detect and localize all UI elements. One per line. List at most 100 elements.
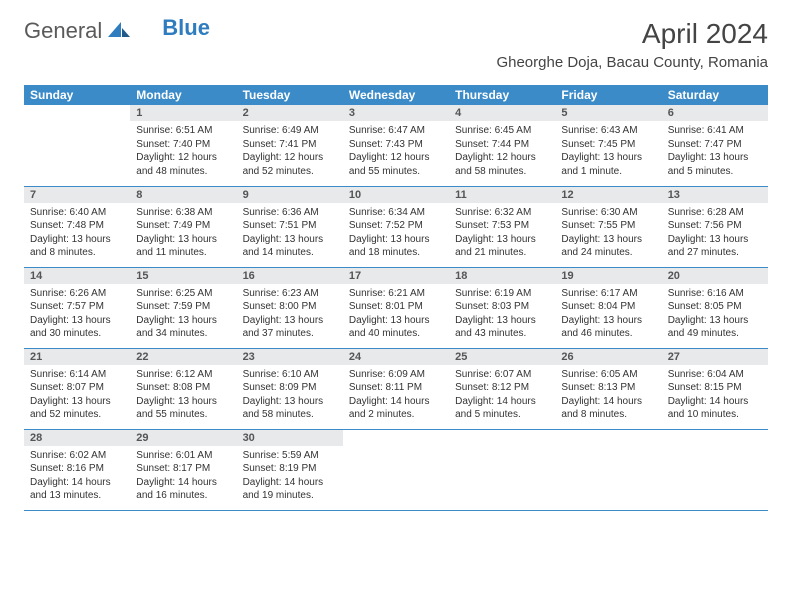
day-number: 8 <box>130 187 236 203</box>
calendar-cell: 10Sunrise: 6:34 AMSunset: 7:52 PMDayligh… <box>343 186 449 267</box>
sunrise-text: Sunrise: 6:32 AM <box>455 206 549 220</box>
calendar-cell: 5Sunrise: 6:43 AMSunset: 7:45 PMDaylight… <box>555 105 661 186</box>
calendar-cell: 20Sunrise: 6:16 AMSunset: 8:05 PMDayligh… <box>662 267 768 348</box>
sunset-text: Sunset: 8:16 PM <box>30 462 124 476</box>
calendar-cell: 22Sunrise: 6:12 AMSunset: 8:08 PMDayligh… <box>130 348 236 429</box>
sunset-text: Sunset: 7:57 PM <box>30 300 124 314</box>
day-header: Friday <box>555 85 661 105</box>
day-number: 1 <box>130 105 236 121</box>
day-number: 23 <box>237 349 343 365</box>
sunrise-text: Sunrise: 6:49 AM <box>243 124 337 138</box>
day-number: 18 <box>449 268 555 284</box>
sunrise-text: Sunrise: 6:23 AM <box>243 287 337 301</box>
day-number: 15 <box>130 268 236 284</box>
sunrise-text: Sunrise: 6:01 AM <box>136 449 230 463</box>
sunset-text: Sunset: 7:48 PM <box>30 219 124 233</box>
sunrise-text: Sunrise: 6:17 AM <box>561 287 655 301</box>
daylight-text: Daylight: 13 hours and 11 minutes. <box>136 233 230 260</box>
day-number: 29 <box>130 430 236 446</box>
calendar-row: 21Sunrise: 6:14 AMSunset: 8:07 PMDayligh… <box>24 348 768 429</box>
day-details: Sunrise: 6:17 AMSunset: 8:04 PMDaylight:… <box>555 284 661 345</box>
calendar-table: Sunday Monday Tuesday Wednesday Thursday… <box>24 85 768 511</box>
sunrise-text: Sunrise: 6:26 AM <box>30 287 124 301</box>
calendar-cell: 24Sunrise: 6:09 AMSunset: 8:11 PMDayligh… <box>343 348 449 429</box>
calendar-cell: 7Sunrise: 6:40 AMSunset: 7:48 PMDaylight… <box>24 186 130 267</box>
calendar-cell: 12Sunrise: 6:30 AMSunset: 7:55 PMDayligh… <box>555 186 661 267</box>
day-details: Sunrise: 6:38 AMSunset: 7:49 PMDaylight:… <box>130 203 236 264</box>
day-number: 5 <box>555 105 661 121</box>
sunset-text: Sunset: 8:03 PM <box>455 300 549 314</box>
sunrise-text: Sunrise: 6:12 AM <box>136 368 230 382</box>
sunset-text: Sunset: 8:07 PM <box>30 381 124 395</box>
sunrise-text: Sunrise: 6:38 AM <box>136 206 230 220</box>
day-number: 30 <box>237 430 343 446</box>
page-subtitle: Gheorghe Doja, Bacau County, Romania <box>496 54 768 71</box>
daylight-text: Daylight: 13 hours and 1 minute. <box>561 151 655 178</box>
day-details: Sunrise: 6:05 AMSunset: 8:13 PMDaylight:… <box>555 365 661 426</box>
day-header-row: Sunday Monday Tuesday Wednesday Thursday… <box>24 85 768 105</box>
daylight-text: Daylight: 14 hours and 16 minutes. <box>136 476 230 503</box>
day-details: Sunrise: 6:16 AMSunset: 8:05 PMDaylight:… <box>662 284 768 345</box>
calendar-cell: 6Sunrise: 6:41 AMSunset: 7:47 PMDaylight… <box>662 105 768 186</box>
daylight-text: Daylight: 12 hours and 55 minutes. <box>349 151 443 178</box>
sunset-text: Sunset: 8:15 PM <box>668 381 762 395</box>
day-details: Sunrise: 6:07 AMSunset: 8:12 PMDaylight:… <box>449 365 555 426</box>
calendar-cell <box>24 105 130 186</box>
sunrise-text: Sunrise: 6:10 AM <box>243 368 337 382</box>
day-details: Sunrise: 6:32 AMSunset: 7:53 PMDaylight:… <box>449 203 555 264</box>
daylight-text: Daylight: 13 hours and 46 minutes. <box>561 314 655 341</box>
brand-part2: Blue <box>162 15 210 41</box>
day-number: 28 <box>24 430 130 446</box>
calendar-cell: 28Sunrise: 6:02 AMSunset: 8:16 PMDayligh… <box>24 429 130 510</box>
calendar-cell: 2Sunrise: 6:49 AMSunset: 7:41 PMDaylight… <box>237 105 343 186</box>
day-details: Sunrise: 6:02 AMSunset: 8:16 PMDaylight:… <box>24 446 130 507</box>
daylight-text: Daylight: 13 hours and 58 minutes. <box>243 395 337 422</box>
day-details: Sunrise: 6:04 AMSunset: 8:15 PMDaylight:… <box>662 365 768 426</box>
sunset-text: Sunset: 8:19 PM <box>243 462 337 476</box>
daylight-text: Daylight: 12 hours and 48 minutes. <box>136 151 230 178</box>
sunrise-text: Sunrise: 6:16 AM <box>668 287 762 301</box>
daylight-text: Daylight: 13 hours and 27 minutes. <box>668 233 762 260</box>
brand-logo: General Blue <box>24 18 210 44</box>
sunset-text: Sunset: 8:05 PM <box>668 300 762 314</box>
daylight-text: Daylight: 12 hours and 52 minutes. <box>243 151 337 178</box>
day-number: 3 <box>343 105 449 121</box>
calendar-cell: 25Sunrise: 6:07 AMSunset: 8:12 PMDayligh… <box>449 348 555 429</box>
day-number: 11 <box>449 187 555 203</box>
sunset-text: Sunset: 8:08 PM <box>136 381 230 395</box>
calendar-cell: 13Sunrise: 6:28 AMSunset: 7:56 PMDayligh… <box>662 186 768 267</box>
day-details: Sunrise: 6:01 AMSunset: 8:17 PMDaylight:… <box>130 446 236 507</box>
day-number: 10 <box>343 187 449 203</box>
title-block: April 2024 Gheorghe Doja, Bacau County, … <box>496 18 768 71</box>
daylight-text: Daylight: 13 hours and 8 minutes. <box>30 233 124 260</box>
daylight-text: Daylight: 13 hours and 49 minutes. <box>668 314 762 341</box>
sunrise-text: Sunrise: 6:07 AM <box>455 368 549 382</box>
day-details: Sunrise: 6:09 AMSunset: 8:11 PMDaylight:… <box>343 365 449 426</box>
sunrise-text: Sunrise: 6:41 AM <box>668 124 762 138</box>
day-number: 20 <box>662 268 768 284</box>
daylight-text: Daylight: 13 hours and 5 minutes. <box>668 151 762 178</box>
sunrise-text: Sunrise: 6:25 AM <box>136 287 230 301</box>
day-details: Sunrise: 6:21 AMSunset: 8:01 PMDaylight:… <box>343 284 449 345</box>
sunset-text: Sunset: 8:17 PM <box>136 462 230 476</box>
day-details: Sunrise: 6:12 AMSunset: 8:08 PMDaylight:… <box>130 365 236 426</box>
day-number: 24 <box>343 349 449 365</box>
day-details: Sunrise: 5:59 AMSunset: 8:19 PMDaylight:… <box>237 446 343 507</box>
calendar-cell: 18Sunrise: 6:19 AMSunset: 8:03 PMDayligh… <box>449 267 555 348</box>
sunrise-text: Sunrise: 6:45 AM <box>455 124 549 138</box>
sunrise-text: Sunrise: 6:02 AM <box>30 449 124 463</box>
sunset-text: Sunset: 8:09 PM <box>243 381 337 395</box>
sunrise-text: Sunrise: 6:30 AM <box>561 206 655 220</box>
day-number: 22 <box>130 349 236 365</box>
daylight-text: Daylight: 12 hours and 58 minutes. <box>455 151 549 178</box>
day-number: 16 <box>237 268 343 284</box>
day-header: Saturday <box>662 85 768 105</box>
calendar-row: 1Sunrise: 6:51 AMSunset: 7:40 PMDaylight… <box>24 105 768 186</box>
sunrise-text: Sunrise: 6:51 AM <box>136 124 230 138</box>
calendar-cell: 19Sunrise: 6:17 AMSunset: 8:04 PMDayligh… <box>555 267 661 348</box>
day-number: 7 <box>24 187 130 203</box>
sunset-text: Sunset: 7:41 PM <box>243 138 337 152</box>
day-number: 25 <box>449 349 555 365</box>
day-details: Sunrise: 6:14 AMSunset: 8:07 PMDaylight:… <box>24 365 130 426</box>
day-details: Sunrise: 6:49 AMSunset: 7:41 PMDaylight:… <box>237 121 343 182</box>
